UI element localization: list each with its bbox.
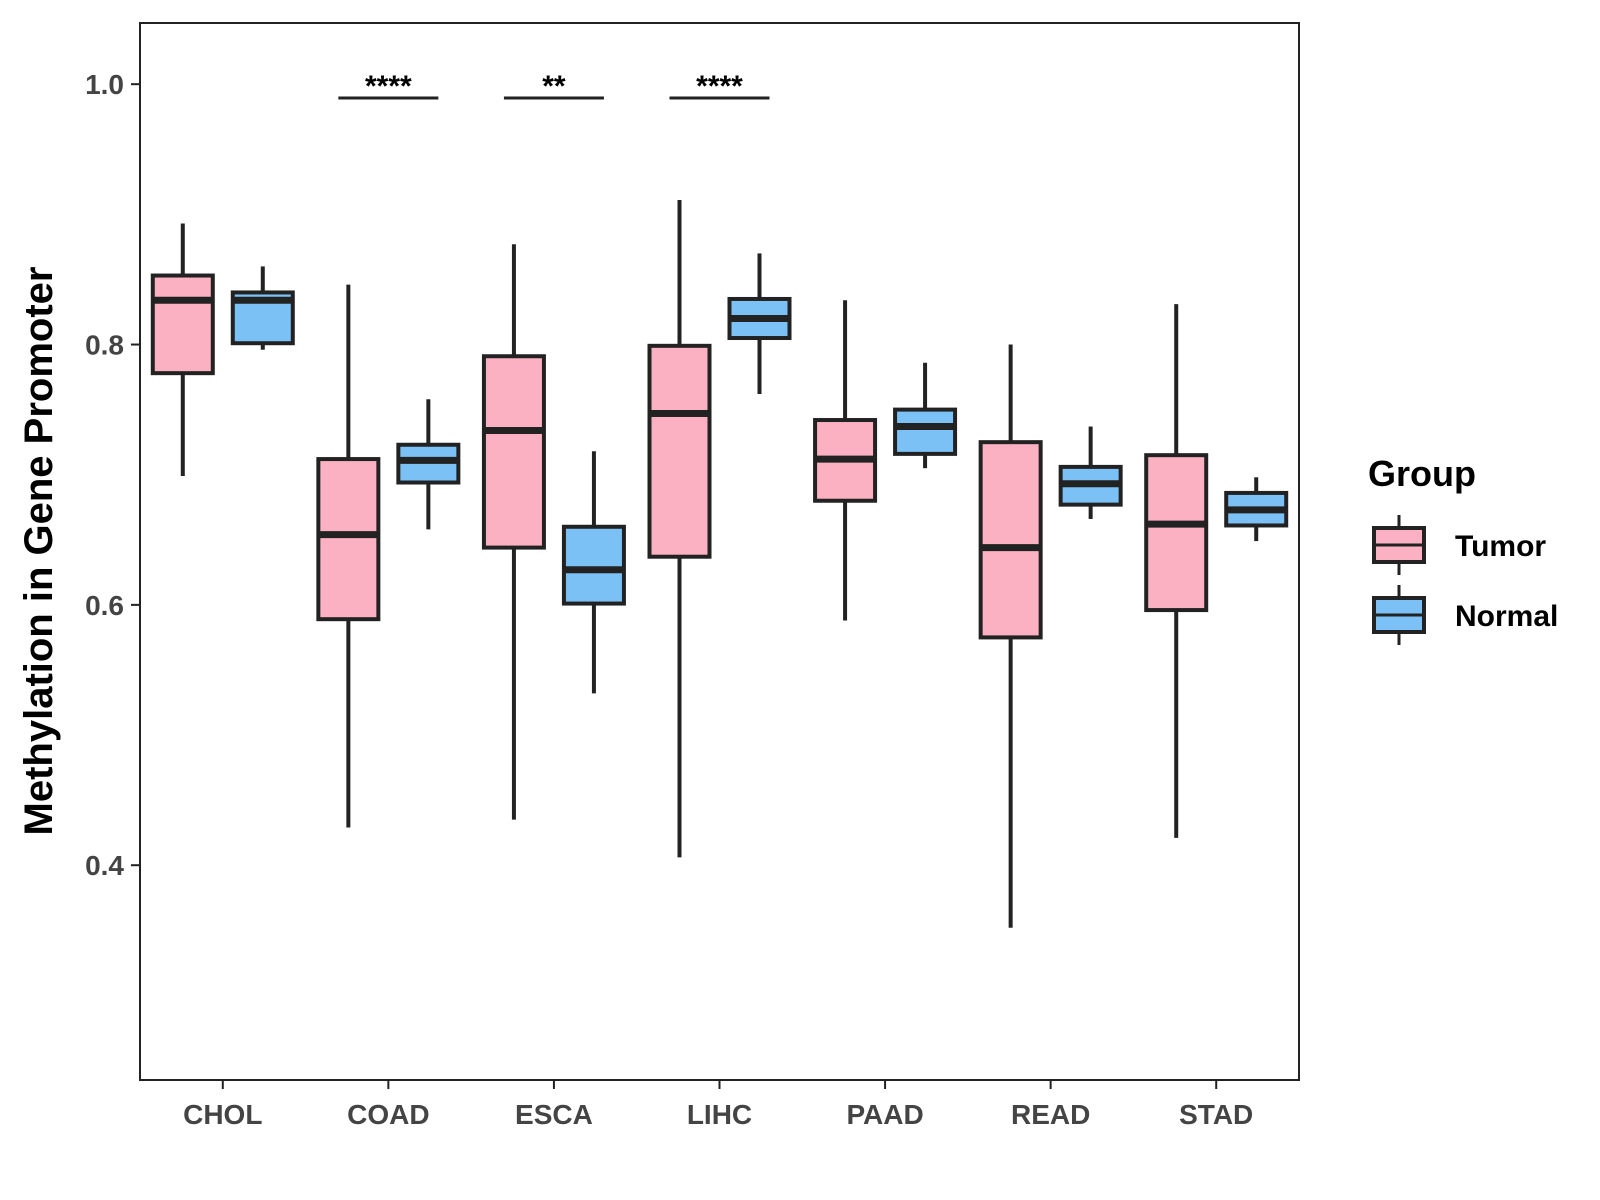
- box-normal-lihc: [727, 253, 792, 394]
- y-axis: 0.4 0.6 0.8 1.0: [85, 69, 140, 881]
- legend-label: Tumor: [1455, 530, 1546, 563]
- box-normal-esca: [561, 451, 626, 694]
- box-normal-read: [1058, 426, 1123, 519]
- box-body: [978, 440, 1043, 640]
- y-tick-label: 0.6: [85, 590, 124, 621]
- box-tumor-esca: [481, 244, 546, 820]
- box-body: [647, 343, 712, 559]
- significance-coad: ****: [338, 70, 439, 103]
- box-body: [893, 407, 958, 456]
- x-tick-label: COAD: [347, 1099, 429, 1130]
- legend-items: Tumor Normal: [1372, 515, 1558, 645]
- box-body: [150, 273, 215, 376]
- box-normal-coad: [396, 399, 461, 530]
- x-tick-label: STAD: [1179, 1099, 1253, 1130]
- box-tumor-chol: [150, 223, 215, 476]
- x-tick-label: LIHC: [687, 1099, 752, 1130]
- x-tick-label: READ: [1011, 1099, 1090, 1130]
- box-tumor-coad: [316, 284, 381, 828]
- legend-item-normal: Normal: [1372, 585, 1558, 645]
- legend: Group Tumor Normal: [1368, 453, 1558, 645]
- y-tick-label: 0.4: [85, 850, 124, 881]
- box-series: [150, 200, 1289, 928]
- box-body: [1144, 453, 1209, 613]
- box-tumor-stad: [1144, 304, 1209, 838]
- significance-lihc: ****: [669, 70, 770, 103]
- x-tick-label: CHOL: [183, 1099, 262, 1130]
- box-tumor-paad: [813, 300, 878, 621]
- significance-label: ****: [365, 70, 412, 103]
- box-body: [316, 457, 381, 622]
- box-body: [561, 524, 626, 606]
- significance-esca: **: [503, 70, 604, 103]
- legend-item-tumor: Tumor: [1372, 515, 1546, 575]
- x-axis: CHOL COAD ESCA LIHC PAAD READ STAD: [183, 1080, 1253, 1130]
- box-body: [481, 354, 546, 550]
- y-tick-label: 0.8: [85, 330, 124, 361]
- box-tumor-lihc: [647, 200, 712, 858]
- box-normal-paad: [893, 362, 958, 469]
- significance-label: ****: [696, 70, 743, 103]
- legend-title: Group: [1368, 453, 1476, 494]
- legend-label: Normal: [1455, 600, 1558, 633]
- x-tick-label: ESCA: [515, 1099, 593, 1130]
- box-tumor-read: [978, 344, 1043, 928]
- box-normal-stad: [1224, 477, 1289, 542]
- x-tick-label: PAAD: [846, 1099, 923, 1130]
- y-tick-label: 1.0: [85, 69, 124, 100]
- box-normal-chol: [230, 266, 295, 350]
- significance-label: **: [542, 70, 566, 103]
- y-axis-title: Methylation in Gene Promoter: [17, 267, 61, 836]
- significance-annotations: **** ** ****: [338, 70, 770, 103]
